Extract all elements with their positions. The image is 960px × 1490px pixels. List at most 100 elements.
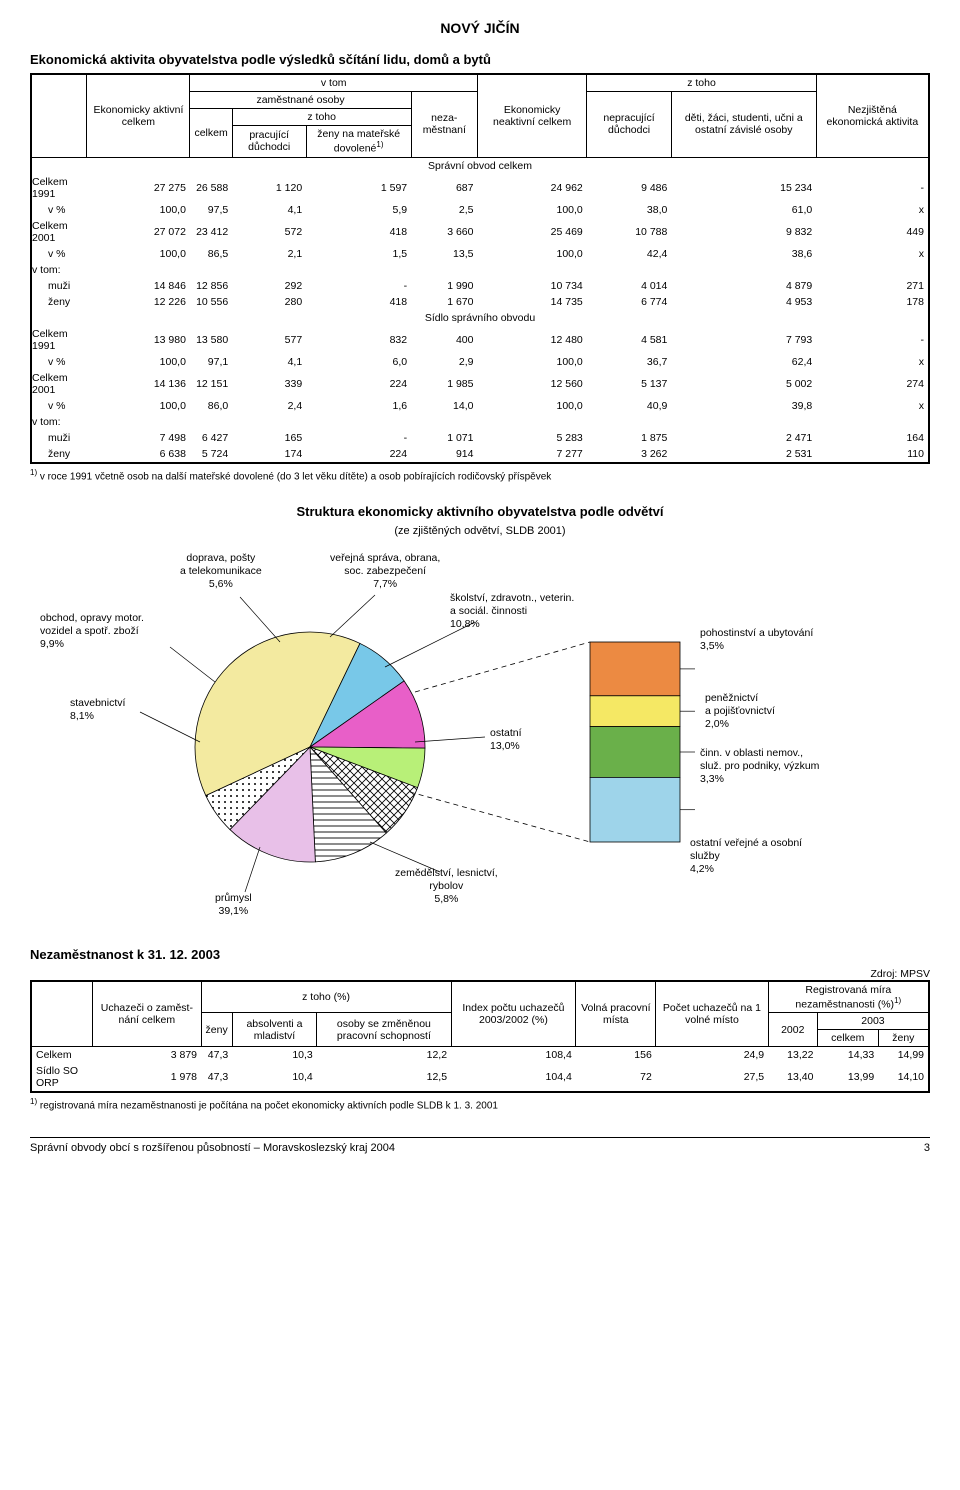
cell: 4 581 <box>587 326 672 354</box>
cell: 27 072 <box>87 218 190 246</box>
cell: 6 427 <box>190 430 232 446</box>
cell: 108,4 <box>451 1047 576 1064</box>
th-ekon-neaktiv: Ekonomicky neaktivní celkem <box>477 74 586 157</box>
th-vtom: v tom <box>190 74 478 92</box>
cell: 100,0 <box>477 202 586 218</box>
lbl-skolstvi: školství, zdravotn., veterin.a sociál. č… <box>450 592 574 631</box>
cell: 1 875 <box>587 430 672 446</box>
cell: 62,4 <box>671 354 816 370</box>
cell: 39,8 <box>671 398 816 414</box>
cell <box>671 262 816 278</box>
cell: 1 071 <box>411 430 477 446</box>
cell: 14,33 <box>817 1047 878 1064</box>
cell: 12 560 <box>477 370 586 398</box>
row-label: Sídlo SO ORP <box>31 1063 93 1092</box>
cell: 10 734 <box>477 278 586 294</box>
th2-volna: Volná pracovní místa <box>576 981 656 1047</box>
cell: - <box>306 278 411 294</box>
cell: 86,0 <box>190 398 232 414</box>
cell: - <box>306 430 411 446</box>
row-label: v % <box>31 246 87 262</box>
cell: 27,5 <box>656 1063 768 1092</box>
cell: 12 226 <box>87 294 190 310</box>
cell <box>587 262 672 278</box>
cell: 13 980 <box>87 326 190 354</box>
table-economic-activity: Ekonomicky aktivní celkem v tom Ekonomic… <box>30 73 930 464</box>
th2-ztoho: z toho (%) <box>201 981 451 1013</box>
cell: 1 985 <box>411 370 477 398</box>
cell <box>190 414 232 430</box>
cell: 271 <box>816 278 929 294</box>
cell: 7 793 <box>671 326 816 354</box>
row-label: muži <box>31 278 87 294</box>
section-header: Sídlo správního obvodu <box>31 310 929 326</box>
cell: 400 <box>411 326 477 354</box>
cell: 418 <box>306 294 411 310</box>
cell: x <box>816 246 929 262</box>
cell: 10,3 <box>232 1047 317 1064</box>
th-deti: děti, žáci, studenti, učni a ostatní záv… <box>671 92 816 158</box>
cell: 13,99 <box>817 1063 878 1092</box>
row-label: muži <box>31 430 87 446</box>
cell: 100,0 <box>87 398 190 414</box>
cell <box>477 414 586 430</box>
cell: 1,5 <box>306 246 411 262</box>
th2-index: Index počtu uchazečů 2003/2002 (%) <box>451 981 576 1047</box>
cell <box>87 414 190 430</box>
cell: 10 556 <box>190 294 232 310</box>
page-number: 3 <box>924 1142 930 1154</box>
cell: 104,4 <box>451 1063 576 1092</box>
cell: 687 <box>411 174 477 202</box>
cell: 13,40 <box>768 1063 817 1092</box>
cell: 12 480 <box>477 326 586 354</box>
cell <box>477 262 586 278</box>
cell: 12,5 <box>317 1063 451 1092</box>
th-zamest: zaměstnané osoby <box>190 92 411 109</box>
cell: 14,99 <box>878 1047 929 1064</box>
cell: 156 <box>576 1047 656 1064</box>
th2-absolv: absolventi a mladiství <box>232 1013 317 1047</box>
cell: 12 856 <box>190 278 232 294</box>
cell: 5 724 <box>190 446 232 463</box>
cell: 10 788 <box>587 218 672 246</box>
page-footer: Správní obvody obcí s rozšířenou působno… <box>30 1137 930 1154</box>
cell: 15 234 <box>671 174 816 202</box>
cell: 274 <box>816 370 929 398</box>
th2-2003: 2003 <box>817 1013 929 1030</box>
row-label: ženy <box>31 294 87 310</box>
th2-regmira: Registrovaná míra nezaměstnanosti (%)1) <box>768 981 929 1013</box>
cell <box>816 414 929 430</box>
lbl-staveb: stavebnictví8,1% <box>70 697 125 723</box>
cell: 61,0 <box>671 202 816 218</box>
cell: 38,6 <box>671 246 816 262</box>
cell: 47,3 <box>201 1047 232 1064</box>
cell: 12,2 <box>317 1047 451 1064</box>
row-label: v % <box>31 354 87 370</box>
cell: 4 879 <box>671 278 816 294</box>
cell: 100,0 <box>477 398 586 414</box>
cell: 13 580 <box>190 326 232 354</box>
cell: 97,5 <box>190 202 232 218</box>
th-ztoho: z toho <box>232 109 411 126</box>
table-unemployment: Uchazeči o zaměst-nání celkem z toho (%)… <box>30 980 930 1094</box>
cell: - <box>816 326 929 354</box>
cell: 6 638 <box>87 446 190 463</box>
cell: 26 588 <box>190 174 232 202</box>
lbl-prumysl: průmysl39,1% <box>215 892 252 918</box>
cell: 224 <box>306 446 411 463</box>
cell: 14,10 <box>878 1063 929 1092</box>
th-neprac: nepracující důchodci <box>587 92 672 158</box>
cell: 72 <box>576 1063 656 1092</box>
cell <box>671 414 816 430</box>
cell: 14 846 <box>87 278 190 294</box>
lbl-cinn: činn. v oblasti nemov.,služ. pro podniky… <box>700 747 819 786</box>
cell: 100,0 <box>87 246 190 262</box>
row-label: v % <box>31 398 87 414</box>
cell <box>190 262 232 278</box>
cell: 7 498 <box>87 430 190 446</box>
cell: 14 136 <box>87 370 190 398</box>
cell: 9 832 <box>671 218 816 246</box>
cell: 3 660 <box>411 218 477 246</box>
th-zeny: ženy na mateřské dovolené1) <box>306 126 411 158</box>
cell: 224 <box>306 370 411 398</box>
